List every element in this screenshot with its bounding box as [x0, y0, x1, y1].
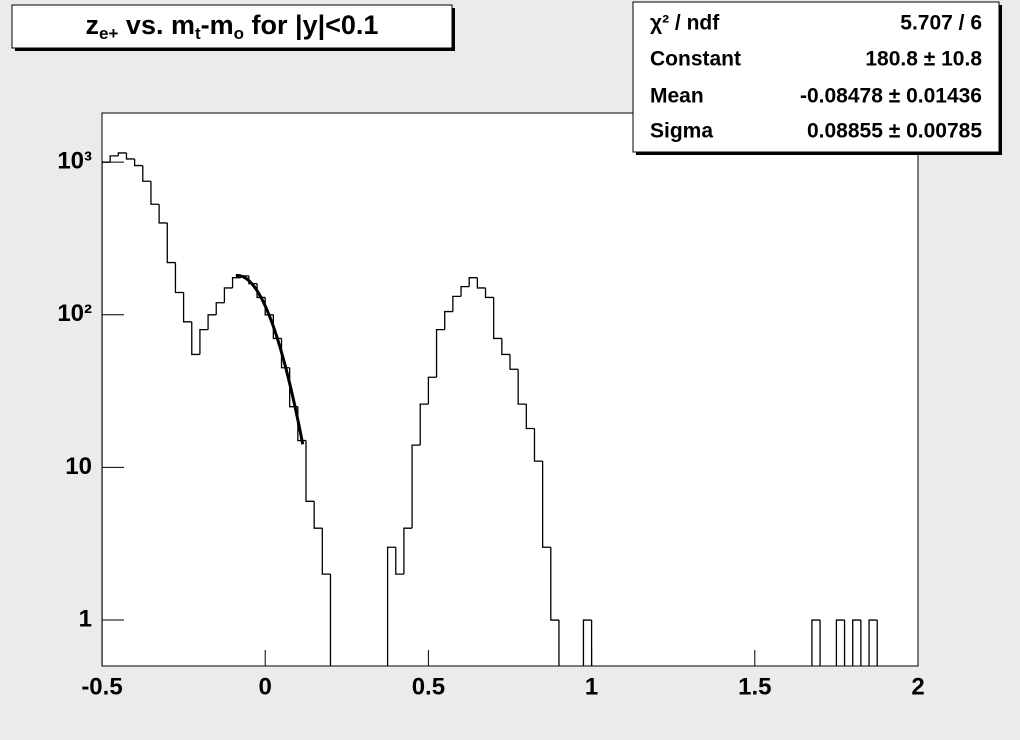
stats-value: 0.08855 ± 0.00785	[807, 120, 982, 143]
histogram-bin	[876, 620, 878, 666]
histogram-bin	[305, 440, 315, 502]
histogram-bin	[411, 444, 421, 529]
stats-name: Constant	[650, 48, 741, 71]
histogram-bin	[231, 277, 241, 288]
histogram-bin	[435, 328, 445, 378]
histogram-bin	[558, 620, 560, 666]
histogram-bin	[321, 528, 331, 575]
histogram-bin	[386, 546, 396, 666]
histogram-bin	[158, 204, 168, 224]
title-box	[11, 4, 453, 49]
y-tick-label: 10²	[57, 300, 92, 327]
histogram-bin	[142, 165, 151, 182]
histogram-bin	[460, 285, 470, 297]
histogram-bin	[811, 619, 821, 666]
histogram-bin	[191, 321, 200, 356]
histogram-bin	[501, 338, 510, 356]
histogram-bin	[117, 152, 127, 156]
histogram-bin	[541, 461, 551, 548]
histogram-bin	[590, 620, 593, 666]
histogram-bin	[582, 619, 592, 666]
histogram-bin	[427, 376, 437, 405]
histogram-bin	[476, 277, 486, 289]
histogram-bin	[860, 620, 862, 666]
histogram-bin	[150, 181, 160, 205]
fit-curve	[235, 274, 305, 445]
title-part: e+	[99, 24, 118, 43]
histogram-bin	[215, 302, 225, 315]
histogram-bin	[395, 547, 404, 575]
histogram-bin	[493, 297, 502, 340]
y-tick-label: 10	[65, 453, 92, 480]
histogram-bin	[468, 277, 478, 287]
stats-name: Sigma	[650, 120, 713, 143]
histogram-bin	[835, 619, 845, 666]
histogram-bin	[852, 619, 861, 666]
histogram-bin	[533, 428, 543, 462]
histogram-bin	[174, 262, 184, 294]
histogram-bin	[199, 328, 209, 355]
title-part: -m	[201, 10, 234, 40]
x-tick-label: 0.5	[412, 673, 445, 700]
histogram-bin	[843, 620, 846, 666]
stats-value: -0.08478 ± 0.01436	[800, 85, 982, 108]
stats-name: χ² / ndf	[650, 12, 720, 35]
stats-value: 5.707 / 6	[900, 12, 982, 35]
x-tick-label: 1.5	[738, 673, 771, 700]
histogram-bin	[166, 222, 176, 264]
stats-box	[632, 1, 1000, 153]
histogram-bin	[125, 152, 135, 160]
histogram-bin	[444, 310, 453, 330]
title-part: o	[234, 24, 244, 43]
histogram-bin	[550, 547, 559, 621]
histogram-bin	[329, 574, 332, 666]
plot-frame	[101, 112, 919, 667]
histogram-bin	[223, 287, 233, 303]
histogram-bin	[868, 619, 878, 666]
histogram-bin	[248, 275, 258, 285]
histogram-bin	[419, 403, 429, 446]
stats: χ² / ndf 5.707 / 6 Constant 180.8 ± 10.8 Mea…	[650, 12, 982, 143]
stats-value: 180.8 ± 10.8	[865, 48, 982, 71]
title-part: z	[86, 10, 100, 40]
histogram-bin	[452, 295, 462, 312]
x-tick-label: -0.5	[81, 673, 122, 700]
title-part: t	[195, 24, 201, 43]
histogram-bin	[313, 501, 323, 529]
y-tick-label: 10³	[57, 148, 92, 175]
x-tick-label: 2	[911, 673, 924, 700]
y-tick-label: 1	[79, 605, 92, 632]
chart-title: ze+ vs. mt-mo for |y|<0.1	[86, 10, 379, 43]
histogram-bin	[509, 354, 519, 370]
histogram-bin	[517, 369, 527, 405]
histogram-bin	[182, 292, 192, 323]
x-tick-label: 0	[259, 673, 272, 700]
histogram-bin	[133, 158, 143, 167]
histogram-bin	[403, 527, 413, 575]
title-part: vs. m	[118, 10, 195, 40]
histogram-bin	[819, 620, 821, 666]
stats-name: Mean	[650, 85, 704, 108]
x-tick-label: 1	[585, 673, 598, 700]
histogram-bin	[525, 404, 535, 430]
histogram-bin	[109, 155, 119, 163]
title-part: for |y|<0.1	[244, 10, 378, 40]
histogram-bin	[207, 314, 217, 330]
histogram-bin	[484, 287, 494, 299]
